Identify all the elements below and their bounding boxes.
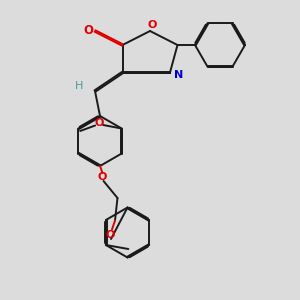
Text: O: O <box>83 23 94 37</box>
Text: O: O <box>98 172 107 182</box>
Text: O: O <box>147 20 157 30</box>
Text: O: O <box>105 230 115 239</box>
Text: H: H <box>75 81 83 91</box>
Text: O: O <box>94 118 104 128</box>
Text: N: N <box>174 70 184 80</box>
